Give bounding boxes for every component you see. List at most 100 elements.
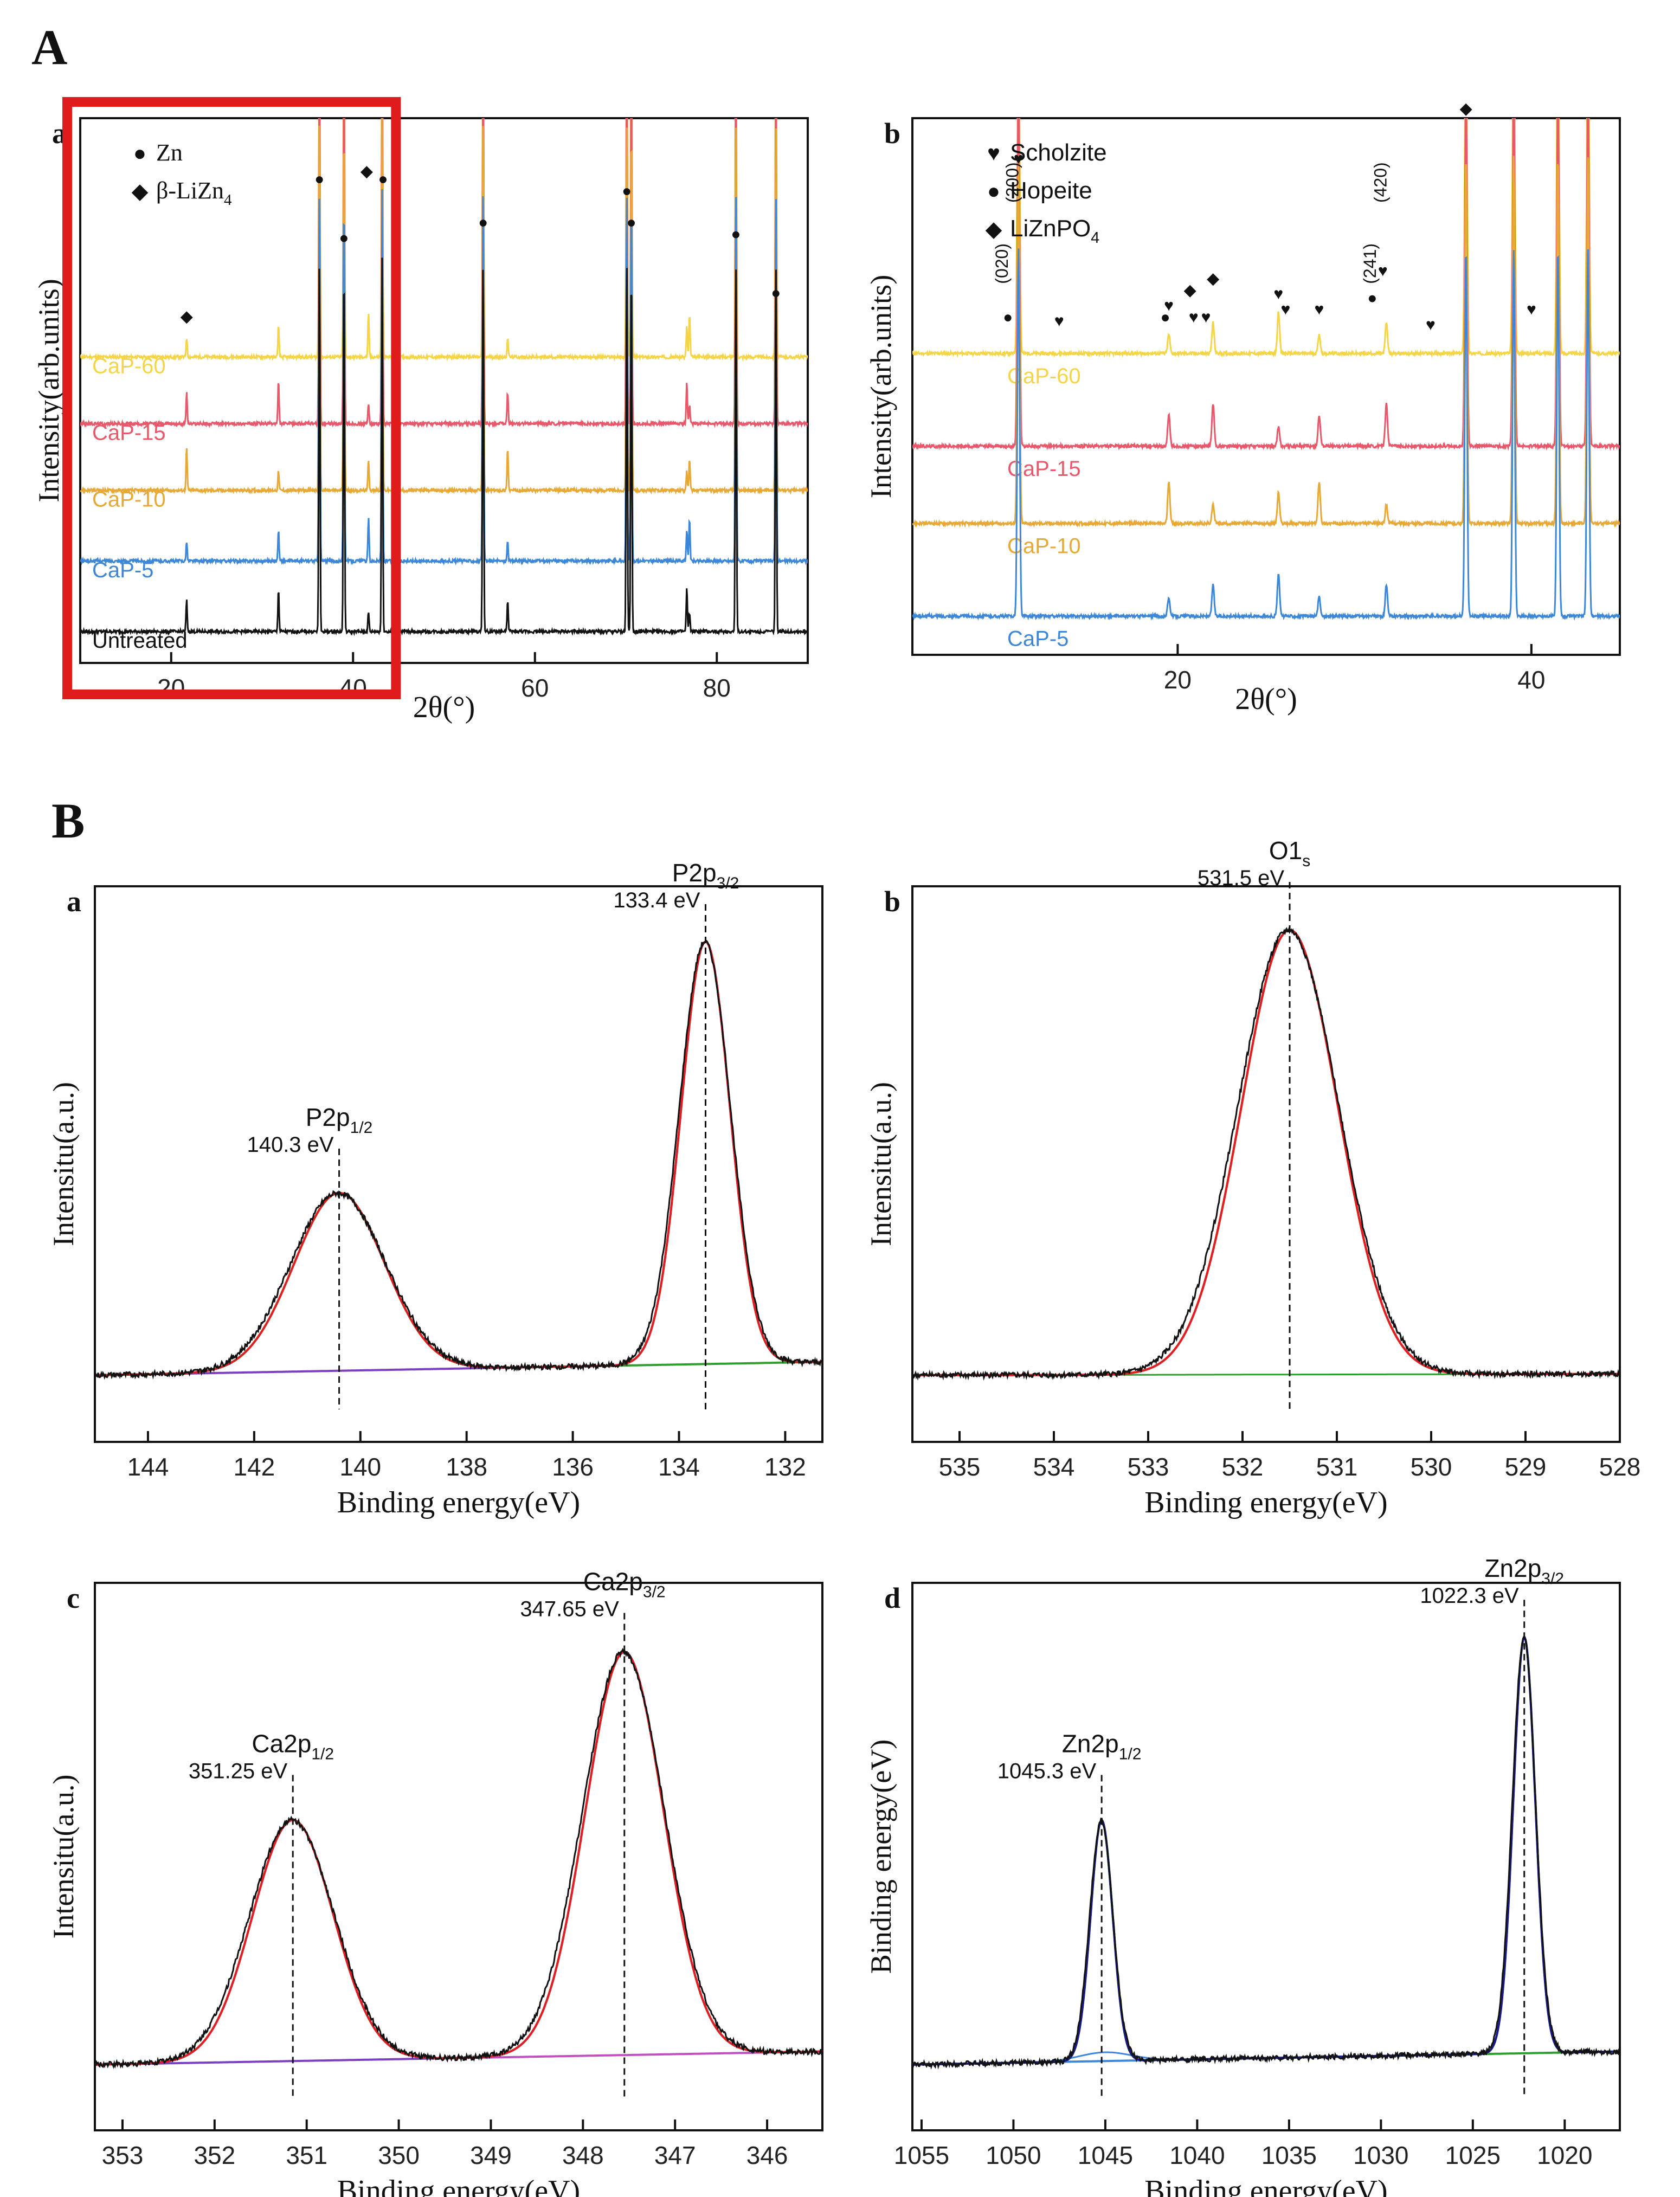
series-line xyxy=(80,118,808,362)
section-label-B: B xyxy=(52,793,85,848)
peak-marker: ♥ xyxy=(1527,301,1536,319)
peak-marker: ◆ xyxy=(1184,281,1196,299)
experimental-line xyxy=(911,926,1621,1381)
x-axis-title: Binding energy(eV) xyxy=(1144,2174,1387,2197)
x-tick-label: 134 xyxy=(658,1453,700,1481)
peak-marker: ♥ xyxy=(1426,316,1436,334)
series-label: CaP-5 xyxy=(92,558,153,582)
legend-label: Scholzite xyxy=(1010,139,1107,166)
y-axis-title: Intensitu(a.u.) xyxy=(865,1082,897,1246)
series-line xyxy=(80,189,808,566)
peak-marker: ● xyxy=(627,214,636,231)
legend-symbol: ◆ xyxy=(986,217,1002,241)
peak-marker: ♥ xyxy=(1054,312,1064,330)
x-tick-label: 138 xyxy=(446,1453,487,1481)
x-tick-label: 1040 xyxy=(1169,2141,1225,2169)
x-tick-label: 348 xyxy=(562,2141,604,2169)
x-tick-label: 534 xyxy=(1033,1453,1075,1481)
series-line xyxy=(80,118,808,429)
panel-label: c xyxy=(67,1582,80,1614)
peak-energy-label: 531.5 eV xyxy=(1198,866,1284,890)
fit-envelope xyxy=(912,929,1620,1376)
plot-frame xyxy=(94,885,823,1443)
x-tick-label: 60 xyxy=(521,674,549,702)
x-tick-label: 530 xyxy=(1411,1453,1452,1481)
x-tick-label: 529 xyxy=(1505,1453,1547,1481)
xrd-panel-Aa: 20 40 60 802θ(°)Intensity(arb.units)aCaP-60… xyxy=(33,97,809,724)
fit-envelope xyxy=(95,1651,822,2066)
experimental-line xyxy=(94,1647,823,2069)
peak-energy-label: 347.65 eV xyxy=(520,1597,619,1621)
series-label: CaP-5 xyxy=(1007,627,1068,651)
peak-marker: ♥ xyxy=(1164,297,1174,315)
peak-label: Ca2p3/2 xyxy=(583,1567,666,1601)
series-label: CaP-15 xyxy=(1007,457,1081,481)
y-axis-title: Binding energy(eV) xyxy=(865,1739,897,1974)
plot-frame xyxy=(911,885,1621,1443)
peak-energy-label: 1045.3 eV xyxy=(997,1759,1097,1783)
x-tick-label: 20 xyxy=(1164,666,1192,694)
x-axis-title: Binding energy(eV) xyxy=(337,2174,580,2197)
panel-label: b xyxy=(884,885,900,918)
x-tick-label: 1055 xyxy=(894,2141,949,2169)
xps-panel-Bc: 353 352 351 350 349 348 347 346 Binding energy(e… xyxy=(47,1567,823,2197)
peak-energy-label: 1022.3 eV xyxy=(1420,1584,1519,1608)
x-tick-label: 1035 xyxy=(1261,2141,1317,2169)
fit-component xyxy=(912,1819,1620,2066)
series-line xyxy=(912,248,1620,621)
series-line xyxy=(80,118,808,495)
peak-energy-label: 140.3 eV xyxy=(247,1133,333,1157)
x-tick-label: 1045 xyxy=(1078,2141,1133,2169)
peak-energy-label: 351.25 eV xyxy=(189,1759,288,1783)
fit-envelope xyxy=(912,1636,1620,2066)
x-tick-label: 136 xyxy=(552,1453,594,1481)
peak-marker: ● xyxy=(1367,289,1377,307)
series-label: CaP-15 xyxy=(92,421,166,445)
x-tick-label: 1050 xyxy=(986,2141,1041,2169)
peak-marker: ● xyxy=(478,214,488,231)
x-tick-label: 352 xyxy=(194,2141,235,2169)
legend-label: LiZnPO4 xyxy=(1010,215,1099,247)
x-tick-label: 80 xyxy=(703,674,731,702)
xps-panel-Ba: 144 142 140 138 136 134 132 Binding energy(eV) I… xyxy=(47,859,823,1519)
x-tick-label: 142 xyxy=(233,1453,275,1481)
legend-label: Zn xyxy=(156,139,183,166)
fit-component xyxy=(95,1819,822,2066)
y-axis-title: Intensitu(a.u.) xyxy=(47,1082,80,1246)
miller-index-label: (241) xyxy=(1360,243,1380,284)
series-line xyxy=(80,257,808,636)
series-label: Untreated xyxy=(92,629,188,653)
series-label: CaP-60 xyxy=(92,355,166,378)
x-tick-label: 140 xyxy=(339,1453,381,1481)
x-tick-label: 1025 xyxy=(1445,2141,1501,2169)
x-tick-label: 347 xyxy=(654,2141,696,2169)
x-tick-label: 144 xyxy=(127,1453,169,1481)
legend-symbol: ♥ xyxy=(987,141,1000,165)
fit-component xyxy=(95,940,822,1376)
xrd-panel-Ab: 20 402θ(°)Intensity(arb.units)bCaP-60CaP-… xyxy=(865,100,1621,716)
peak-marker: ◆ xyxy=(1207,270,1219,288)
series-line xyxy=(912,118,1620,451)
fit-envelope xyxy=(95,940,822,1376)
miller-index-label: (420) xyxy=(1370,162,1390,203)
legend-label: β-LiZn4 xyxy=(156,177,232,209)
plot-frame xyxy=(911,1582,1621,2131)
peak-marker: ● xyxy=(771,284,781,302)
series-line xyxy=(912,156,1620,529)
miller-index-label: (020) xyxy=(992,243,1012,284)
peak-marker: ♥ xyxy=(1280,301,1290,319)
peak-marker: ● xyxy=(731,226,741,243)
peak-marker: ♥ xyxy=(1014,150,1024,168)
y-axis-title: Intensity(arb.units) xyxy=(865,275,897,498)
peak-marker: ♥ xyxy=(1314,301,1324,319)
peak-marker: ◆ xyxy=(181,307,193,325)
legend-label: Hopeite xyxy=(1010,177,1092,204)
peak-label: Ca2p1/2 xyxy=(252,1729,334,1763)
legend-symbol: ● xyxy=(133,141,146,165)
fit-component xyxy=(95,1191,822,1376)
fit-component xyxy=(912,1636,1620,2066)
peak-marker: ● xyxy=(622,182,632,200)
peak-marker: ♥ xyxy=(1189,308,1199,326)
x-tick-label: 535 xyxy=(939,1453,981,1481)
